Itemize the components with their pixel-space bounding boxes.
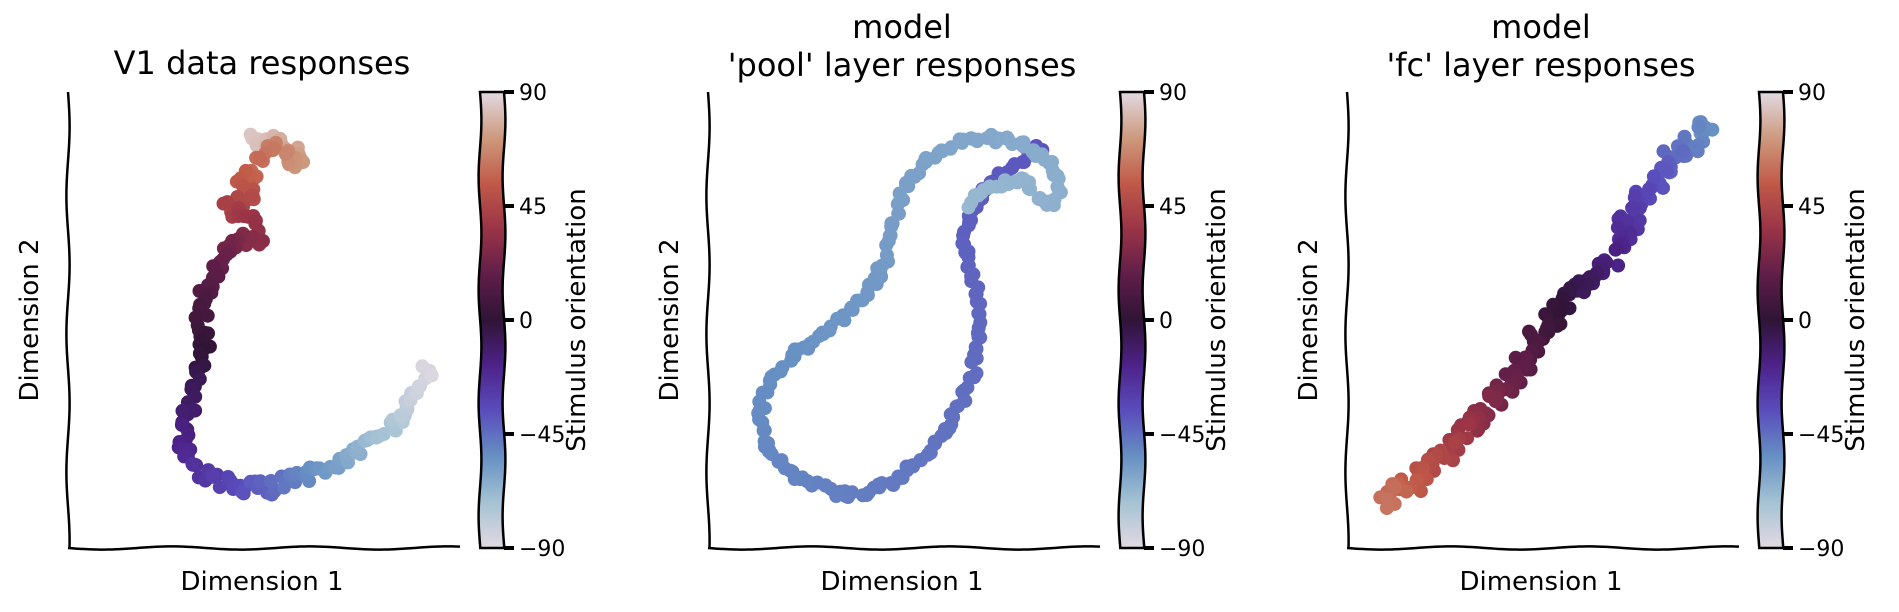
scatter-point	[376, 427, 391, 441]
scatter-point	[1462, 417, 1477, 432]
colorbar-tick-label: 90	[1159, 81, 1187, 106]
y-axis-spine	[65, 91, 71, 549]
scatter-point	[278, 146, 293, 161]
scatter-point	[252, 151, 267, 166]
scatter-point	[185, 456, 200, 471]
scatter-point	[200, 308, 215, 323]
scatter-point	[1413, 484, 1428, 499]
y-axis-label: Dimension 2	[655, 238, 685, 401]
scatter-point	[193, 297, 208, 312]
y-axis-label: Dimension 2	[15, 238, 45, 401]
scatter-point	[964, 355, 979, 370]
scatter-point	[1611, 258, 1626, 273]
scatter-point	[424, 368, 439, 383]
scatter-point	[1553, 316, 1568, 331]
colorbar-tick-label: −90	[1798, 537, 1844, 562]
colorbar-tick-label: −45	[1798, 423, 1844, 448]
scatter-point	[1642, 182, 1657, 197]
panel-pool: model 'pool' layer responses Dimension 1…	[655, 8, 1232, 597]
x-axis-spine	[707, 545, 1101, 551]
x-axis-label: Dimension 1	[180, 567, 343, 597]
scatter-point	[961, 200, 976, 215]
x-axis-spine	[67, 545, 461, 551]
panel-title-line-2: 'pool' layer responses	[728, 46, 1077, 84]
colorbar-body	[477, 90, 507, 550]
y-axis-spine	[705, 91, 711, 549]
scatter-point	[263, 474, 278, 488]
colorbar-ticks: 90 45 0 −45 −90	[1144, 81, 1205, 562]
y-axis-label: Dimension 2	[1294, 238, 1324, 401]
colorbar-body	[1117, 90, 1147, 550]
colorbar-tick-label: −90	[519, 537, 565, 562]
scatter-point	[175, 403, 190, 418]
colorbar-tick-label: 0	[1798, 309, 1812, 334]
scatter-points	[171, 127, 439, 502]
colorbar-tick-label: 0	[519, 309, 533, 334]
x-axis-label: Dimension 1	[820, 567, 983, 597]
colorbar-tick-label: −45	[519, 423, 565, 448]
colorbar-body	[1756, 90, 1786, 550]
colorbar-tick-label: −45	[1159, 423, 1205, 448]
scatter-point	[1676, 144, 1690, 158]
scatter-point	[1399, 484, 1414, 499]
colorbar-ticks: 90 45 0 −45 −90	[1783, 81, 1844, 562]
colorbar: 90 45 0 −45 −90 Stimulus orientation	[477, 81, 592, 562]
panel-title-line-1: model	[1491, 8, 1591, 46]
scatter-point	[1387, 480, 1402, 495]
colorbar-tick-label: 45	[519, 195, 547, 220]
scatter-points	[1373, 115, 1720, 516]
colorbar-ticks: 90 45 0 −45 −90	[504, 81, 565, 562]
scatter-point	[253, 474, 268, 489]
scatter-point	[1546, 297, 1561, 312]
scatter-point	[206, 259, 221, 274]
scatter-point	[1608, 242, 1623, 257]
scatter-point	[1646, 169, 1661, 184]
colorbar-tick-label: 90	[519, 81, 547, 106]
scatter-points	[751, 127, 1068, 505]
scatter-point	[216, 196, 231, 211]
colorbar: 90 45 0 −45 −90 Stimulus orientation	[1756, 81, 1871, 562]
y-axis-spine	[1344, 91, 1350, 549]
panel-title-line-2: 'fc' layer responses	[1386, 46, 1695, 84]
scatter-point	[943, 407, 958, 422]
scatter-point	[235, 485, 250, 500]
scatter-point	[1691, 120, 1706, 135]
scatter-point	[1508, 350, 1523, 365]
scatter-point	[192, 346, 207, 361]
scatter-point	[1482, 389, 1497, 404]
panel-title: V1 data responses	[114, 44, 411, 82]
colorbar-tick-label: −90	[1159, 537, 1205, 562]
scatter-point	[276, 480, 291, 495]
colorbar-label: Stimulus orientation	[562, 188, 592, 451]
colorbar-label: Stimulus orientation	[1202, 188, 1232, 451]
scatter-point	[1539, 321, 1554, 336]
panel-title-line-1: model	[852, 8, 952, 46]
panel-fc: model 'fc' layer responses Dimension 1 D…	[1294, 8, 1871, 597]
panel-v1: V1 data responses Dimension 1 Dimension …	[15, 44, 592, 597]
scatter-point	[206, 469, 220, 484]
x-axis-label: Dimension 1	[1459, 567, 1622, 597]
scatter-point	[1447, 435, 1462, 450]
scatter-point	[757, 434, 772, 449]
colorbar-label: Stimulus orientation	[1841, 188, 1871, 451]
scatter-point	[1626, 201, 1640, 216]
scatter-point	[244, 189, 259, 204]
colorbar-tick-label: 90	[1798, 81, 1826, 106]
scatter-point	[1656, 144, 1671, 159]
scatter-point	[1690, 144, 1705, 159]
colorbar-tick-label: 0	[1159, 309, 1173, 334]
colorbar-tick-label: 45	[1159, 195, 1187, 220]
scatter-point	[1031, 191, 1046, 206]
colorbar: 90 45 0 −45 −90 Stimulus orientation	[1117, 81, 1232, 562]
scatter-point	[1538, 307, 1553, 322]
colorbar-tick-label: 45	[1798, 195, 1826, 220]
scatter-point	[174, 417, 189, 432]
scatter-point	[415, 359, 430, 374]
scatter-point	[1379, 501, 1394, 516]
x-axis-spine	[1346, 545, 1740, 551]
scatter-point	[855, 488, 870, 503]
scatter-point	[1659, 163, 1674, 178]
